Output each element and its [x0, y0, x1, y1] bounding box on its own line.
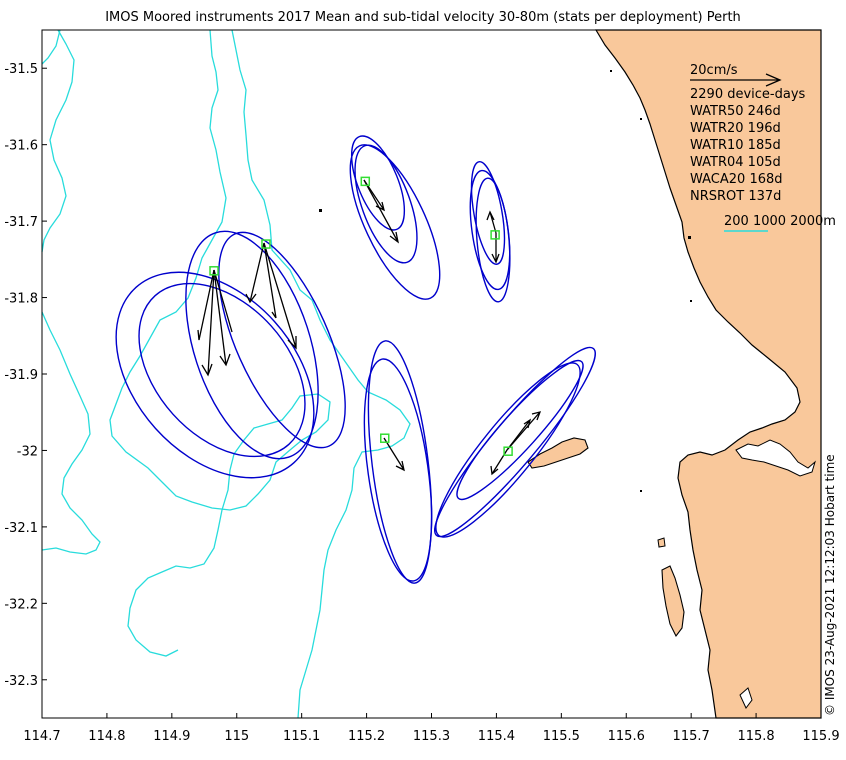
x-tick-label: 114.9: [153, 729, 190, 744]
variance-ellipses: [115, 135, 596, 584]
arrow-watr20a-2: [245, 242, 265, 304]
station-marker: [261, 239, 271, 249]
y-tick-label: -32.1: [4, 521, 38, 536]
arrow-watr04-1: [383, 437, 405, 472]
station-marker: [360, 176, 371, 187]
legend-station-label: WATR10 185d: [690, 138, 781, 153]
legend-device-days: 2290 device-days: [690, 87, 806, 102]
ellipse-waca20-b: [435, 362, 581, 538]
x-tick-label: 115.3: [413, 729, 450, 744]
ellipse-watr50-c: [185, 230, 319, 460]
legend-scale-arrow: [690, 73, 782, 87]
x-tick-label: 115.8: [737, 729, 774, 744]
legend-isobath-label: 200 1000 2000m: [724, 214, 836, 229]
ellipse-watr04-a: [367, 340, 433, 584]
x-tick-label: 115.6: [608, 729, 645, 744]
isobath-200m: [231, 29, 411, 719]
legend-station-label: WATR04 105d: [690, 155, 781, 170]
isobaths: [41, 29, 411, 719]
x-tick-label: 115.4: [478, 729, 515, 744]
ellipse-watr50-d: [218, 231, 346, 449]
station-marker: [490, 230, 500, 240]
ellipse-watr50-b: [138, 282, 306, 458]
y-tick-label: -31.5: [4, 62, 38, 77]
x-tick-label: 115.1: [283, 729, 320, 744]
arrow-watr10-2: [491, 233, 500, 264]
station-marker: [380, 433, 390, 443]
station-marker: [209, 266, 219, 276]
legend-scale-label: 20cm/s: [690, 63, 738, 78]
y-tick-label: -31.9: [4, 368, 38, 383]
x-axis: 114.7 114.8 114.9 115 115.1 115.2 115.3 115.4 11…: [23, 713, 840, 744]
arrow-watr20a-1: [263, 242, 297, 350]
arrow-watr10-1: [486, 210, 497, 234]
x-tick-label: 115.5: [543, 729, 580, 744]
y-tick-label: -32.3: [4, 674, 38, 689]
peel-inlet: [739, 687, 753, 709]
ellipse-watr20-b: [349, 144, 441, 300]
y-tick-label: -31.6: [4, 139, 38, 154]
isobath-2000m: [41, 29, 101, 555]
station-marker: [503, 446, 513, 456]
arrow-watr50-4: [213, 269, 233, 333]
x-tick-label: 115.7: [673, 729, 710, 744]
y-tick-label: -32: [17, 444, 38, 459]
x-tick-label: 115.2: [348, 729, 385, 744]
rottnest-island: [527, 437, 589, 469]
station-markers: [209, 176, 513, 456]
isobath-1000m: [109, 29, 331, 657]
ellipse-watr20-c: [354, 144, 418, 264]
legend: 20cm/s 2290 device-days WATR50 246d WATR…: [690, 63, 836, 232]
ellipse-watr10-c: [469, 169, 511, 291]
legend-station-label: NRSROT 137d: [690, 189, 781, 204]
y-tick-label: -32.2: [4, 597, 38, 612]
legend-station-label: WACA20 168d: [690, 172, 783, 187]
arrow-watr50-2: [213, 269, 231, 367]
legend-station-label: WATR20 196d: [690, 121, 781, 136]
garden-island: [661, 565, 685, 638]
arrow-watr20b-1: [363, 179, 399, 244]
islets: [319, 70, 692, 492]
arrow-watr50-3: [197, 269, 215, 341]
y-tick-label: -31.8: [4, 292, 38, 307]
ellipse-watr10-a: [470, 161, 506, 265]
x-tick-label: 114.8: [88, 729, 125, 744]
map-title: IMOS Moored instruments 2017 Mean and su…: [105, 10, 741, 25]
x-tick-label: 115.9: [802, 729, 839, 744]
carnac-island: [657, 537, 666, 548]
x-tick-label: 114.7: [23, 729, 60, 744]
ellipse-watr20-a: [350, 135, 406, 231]
y-axis: -31.5 -31.6 -31.7 -31.8 -31.9 -32 -32.1 -32.2 -3…: [4, 62, 47, 689]
arrow-waca20-3: [506, 418, 532, 451]
y-tick-label: -31.7: [4, 215, 38, 230]
mainland-land: [594, 29, 822, 719]
velocity-arrows: [197, 179, 542, 476]
swan-river: [735, 439, 816, 477]
side-credit: © IMOS 23-Aug-2021 12:12:03 Hobart time: [823, 454, 837, 716]
arrow-watr50-1: [201, 269, 215, 377]
arrow-watr20a-3: [263, 242, 277, 319]
ellipse-waca20-c: [456, 359, 584, 501]
x-tick-label: 115: [224, 729, 249, 744]
legend-station-label: WATR50 246d: [690, 104, 781, 119]
ellipse-watr04-b: [363, 358, 433, 582]
isobath-2000m-b: [41, 29, 61, 65]
ellipse-watr50-a: [115, 271, 315, 479]
